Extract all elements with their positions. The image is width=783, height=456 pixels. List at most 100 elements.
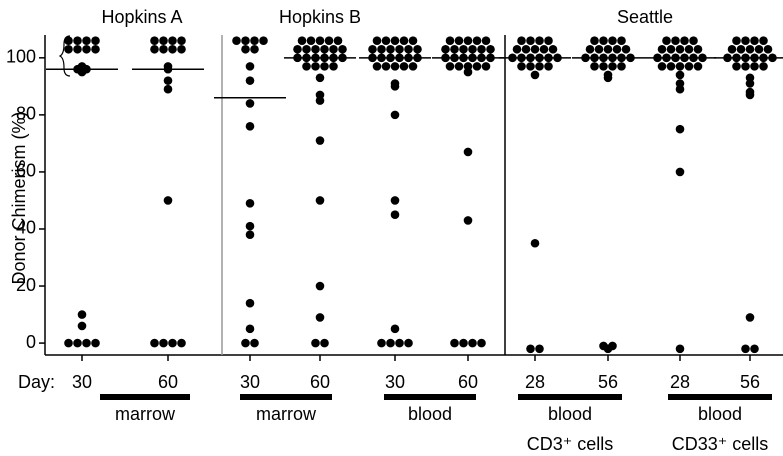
dot <box>324 36 334 46</box>
dot <box>413 44 422 54</box>
dot <box>329 62 338 71</box>
dot <box>245 121 255 131</box>
dot <box>621 44 631 54</box>
dot <box>315 281 325 291</box>
dot <box>535 36 544 46</box>
dot <box>77 321 87 331</box>
dot <box>486 44 495 54</box>
dot <box>245 199 255 208</box>
dot <box>517 36 526 46</box>
dot <box>468 338 477 348</box>
dot <box>168 36 177 46</box>
dot <box>512 44 522 54</box>
dot <box>306 36 316 46</box>
dot <box>477 44 486 54</box>
y-tick-label: 100 <box>6 47 36 67</box>
dot <box>585 44 595 54</box>
dot <box>666 62 676 71</box>
y-axis-label: Donor Chimerism (%) <box>9 111 29 284</box>
dot <box>395 338 404 348</box>
dot <box>377 44 386 54</box>
dot <box>77 310 87 319</box>
dot <box>481 62 491 71</box>
dot <box>675 124 685 134</box>
dot <box>666 44 676 54</box>
dot <box>608 62 617 71</box>
dot <box>763 44 773 54</box>
dot <box>472 36 482 46</box>
dot <box>741 344 750 354</box>
dot <box>372 36 382 46</box>
dot <box>320 338 329 348</box>
dot <box>386 338 395 348</box>
dot <box>315 90 325 100</box>
dot <box>544 62 553 71</box>
dot <box>745 313 755 322</box>
dot <box>315 36 325 46</box>
dot <box>732 62 741 71</box>
x-axis-label: Day: <box>18 372 55 392</box>
dot <box>232 36 241 46</box>
dot <box>297 36 307 46</box>
dot <box>608 36 617 46</box>
dot <box>311 44 320 54</box>
dot <box>150 36 159 46</box>
dot <box>459 44 468 54</box>
dot <box>168 44 177 54</box>
dot <box>241 338 250 348</box>
dot <box>245 62 255 71</box>
dot <box>517 62 526 71</box>
dot <box>390 210 400 220</box>
dot <box>450 338 459 348</box>
dot <box>617 36 626 46</box>
dot <box>159 338 168 348</box>
x-tick-label: 60 <box>158 372 178 392</box>
dot <box>395 44 404 54</box>
x-tick-label: 28 <box>525 372 545 392</box>
dot <box>599 36 608 46</box>
tissue-label: CD3⁺ cells <box>527 434 614 454</box>
dot <box>245 76 255 85</box>
dot <box>168 338 177 348</box>
tissue-label: blood <box>548 404 592 424</box>
dot <box>163 84 173 94</box>
dot <box>73 338 82 348</box>
dot <box>245 230 255 239</box>
dot <box>463 36 473 46</box>
dot <box>372 62 382 71</box>
dot <box>302 44 311 54</box>
dot <box>526 36 535 46</box>
dot <box>64 36 73 46</box>
dot <box>689 36 698 46</box>
dot <box>250 36 259 46</box>
dot <box>333 36 343 46</box>
dot <box>450 44 459 54</box>
dot <box>381 36 391 46</box>
dot <box>530 70 540 80</box>
dot <box>177 36 186 46</box>
dot <box>241 44 250 54</box>
dot <box>390 62 400 71</box>
dot <box>675 344 685 354</box>
dot <box>599 62 608 71</box>
dot <box>680 36 689 46</box>
dot <box>408 62 418 71</box>
dot <box>386 44 395 54</box>
dot <box>368 44 377 54</box>
dot <box>150 44 159 54</box>
dot <box>684 62 694 71</box>
dot <box>320 62 329 71</box>
dot <box>250 44 259 54</box>
dot <box>302 62 311 71</box>
dot <box>603 70 613 80</box>
dot <box>445 36 455 46</box>
dot <box>163 196 173 205</box>
group-title: Hopkins A <box>101 7 182 27</box>
dot <box>311 62 320 71</box>
dot <box>472 62 482 71</box>
dot <box>315 196 325 205</box>
dot <box>159 36 168 46</box>
dot <box>329 44 338 54</box>
dot <box>245 221 255 231</box>
dot <box>315 136 325 145</box>
